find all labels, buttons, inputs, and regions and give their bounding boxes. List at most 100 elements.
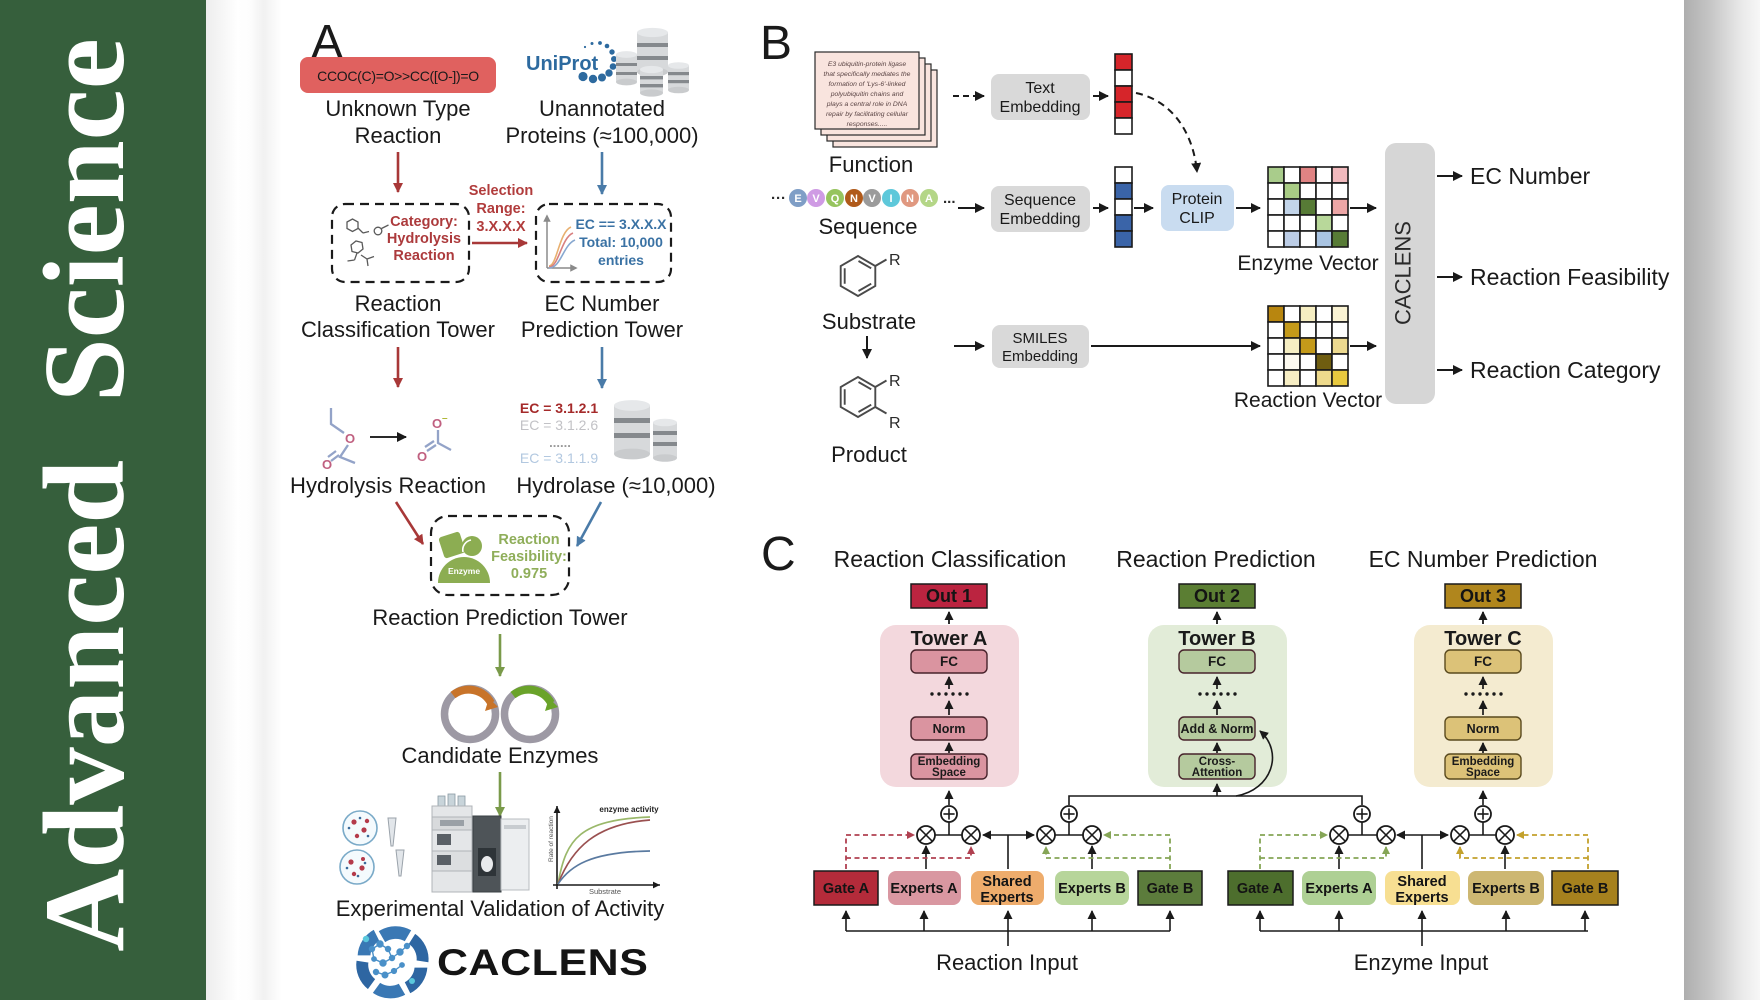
svg-text:–: – xyxy=(442,413,448,424)
svg-text:Cross-: Cross- xyxy=(1199,756,1236,768)
svg-text:Experimental Validation of Act: Experimental Validation of Activity xyxy=(336,896,665,921)
svg-text:Tower A: Tower A xyxy=(911,628,988,650)
svg-text:V: V xyxy=(812,193,820,205)
svg-text:Reaction: Reaction xyxy=(355,291,442,316)
svg-text:Norm: Norm xyxy=(1467,722,1500,736)
svg-text:Attention: Attention xyxy=(1192,767,1242,779)
svg-text:Protein: Protein xyxy=(1172,191,1223,208)
svg-text:formation of 'Lys-6'-linked: formation of 'Lys-6'-linked xyxy=(829,81,906,88)
svg-text:3.X.X.X: 3.X.X.X xyxy=(476,219,525,235)
svg-text:that specifically mediates the: that specifically mediates the xyxy=(824,71,911,78)
svg-text:···: ··· xyxy=(771,190,786,207)
svg-text:Out 3: Out 3 xyxy=(1460,586,1506,606)
svg-text:Reaction Feasibility: Reaction Feasibility xyxy=(1470,264,1670,290)
svg-text:Experts B: Experts B xyxy=(1058,881,1126,897)
svg-text:I: I xyxy=(889,193,892,205)
svg-text:Reaction Category: Reaction Category xyxy=(1470,357,1661,383)
svg-text:Tower B: Tower B xyxy=(1178,628,1255,650)
svg-text:Enzyme Input: Enzyme Input xyxy=(1354,950,1489,975)
svg-text:Sequence: Sequence xyxy=(818,214,917,239)
svg-text:Hydrolysis Reaction: Hydrolysis Reaction xyxy=(290,473,486,498)
svg-text:CCOC(C)=O>>CC([O-])=O: CCOC(C)=O>>CC([O-])=O xyxy=(317,68,479,84)
svg-text:Reaction Input: Reaction Input xyxy=(936,950,1078,975)
svg-text:EC Number: EC Number xyxy=(1470,163,1590,189)
svg-text:Prediction Tower: Prediction Tower xyxy=(521,317,683,342)
svg-text:Substrate: Substrate xyxy=(822,309,916,334)
svg-text:CLIP: CLIP xyxy=(1179,210,1215,227)
svg-text:Gate B: Gate B xyxy=(1147,881,1194,897)
svg-text:O: O xyxy=(345,431,355,446)
svg-text:Product: Product xyxy=(831,442,907,467)
svg-text:Candidate Enzymes: Candidate Enzymes xyxy=(402,743,599,768)
svg-text:O: O xyxy=(417,449,427,464)
svg-text:Reaction Vector: Reaction Vector xyxy=(1234,389,1382,412)
svg-text:Rate of reaction: Rate of reaction xyxy=(548,816,555,862)
svg-text:Out 2: Out 2 xyxy=(1194,586,1240,606)
svg-text:Unannotated: Unannotated xyxy=(539,96,665,121)
svg-text:Unknown Type: Unknown Type xyxy=(325,96,470,121)
svg-text:Norm: Norm xyxy=(933,722,966,736)
svg-text:FC: FC xyxy=(1474,654,1492,669)
svg-text:Space: Space xyxy=(1466,767,1500,779)
svg-text:Gate A: Gate A xyxy=(1237,881,1284,897)
svg-text:Shared: Shared xyxy=(1397,874,1446,890)
svg-text:Shared: Shared xyxy=(982,874,1031,890)
svg-text:Category:: Category: xyxy=(390,214,458,230)
svg-text:Sequence: Sequence xyxy=(1004,192,1076,209)
svg-text:Embedding: Embedding xyxy=(1000,211,1081,228)
svg-text:O: O xyxy=(432,416,442,431)
svg-text:N: N xyxy=(850,193,858,205)
svg-text:Proteins (≈100,000): Proteins (≈100,000) xyxy=(505,123,698,148)
svg-text:plays a central role in DNA: plays a central role in DNA xyxy=(826,101,908,108)
svg-text:C: C xyxy=(761,528,796,581)
svg-text:Substrate: Substrate xyxy=(589,887,621,896)
svg-text:Add & Norm: Add & Norm xyxy=(1181,722,1254,736)
svg-text:R: R xyxy=(889,252,901,269)
svg-text:Experts B: Experts B xyxy=(1472,881,1540,897)
svg-text:Experts A: Experts A xyxy=(890,881,958,897)
svg-text:Experts: Experts xyxy=(980,890,1033,906)
svg-text:Embedding: Embedding xyxy=(1000,99,1081,116)
svg-text:Range:: Range: xyxy=(476,201,525,217)
svg-text:Enzyme: Enzyme xyxy=(448,566,480,576)
svg-text:enzyme activity: enzyme activity xyxy=(599,805,659,814)
svg-text:Experts A: Experts A xyxy=(1305,881,1373,897)
svg-text:FC: FC xyxy=(940,654,958,669)
svg-text:repair by facilitating cellula: repair by facilitating cellular xyxy=(826,111,909,118)
svg-text:E: E xyxy=(794,193,801,205)
svg-text:EC = 3.1.2.1: EC = 3.1.2.1 xyxy=(520,400,598,416)
svg-text:FC: FC xyxy=(1208,654,1226,669)
svg-text:Total: 10,000: Total: 10,000 xyxy=(579,234,663,250)
svg-text:N: N xyxy=(906,193,914,205)
svg-text:E3 ubiquitin-protein ligase: E3 ubiquitin-protein ligase xyxy=(828,61,906,68)
svg-text:Text: Text xyxy=(1025,80,1055,97)
svg-text:A: A xyxy=(925,193,933,205)
svg-text:entries: entries xyxy=(598,252,644,268)
svg-text:Embedding: Embedding xyxy=(918,756,981,768)
svg-text:Embedding: Embedding xyxy=(1002,348,1078,365)
svg-text:Selection: Selection xyxy=(469,183,533,199)
svg-text:SMILES: SMILES xyxy=(1012,330,1067,347)
svg-text:Reaction: Reaction xyxy=(355,123,442,148)
svg-text:EC == 3.X.X.X: EC == 3.X.X.X xyxy=(575,216,667,232)
svg-text:Experts: Experts xyxy=(1395,890,1448,906)
svg-text:EC = 3.1.1.9: EC = 3.1.1.9 xyxy=(520,450,598,466)
svg-text:Space: Space xyxy=(932,767,966,779)
svg-text:Reaction: Reaction xyxy=(498,532,559,548)
svg-text:Enzyme Vector: Enzyme Vector xyxy=(1237,252,1378,275)
svg-text:Embedding: Embedding xyxy=(1452,756,1515,768)
svg-text:V: V xyxy=(868,193,876,205)
svg-text:Reaction Prediction Tower: Reaction Prediction Tower xyxy=(372,605,627,630)
svg-text:Q: Q xyxy=(831,193,840,205)
svg-text:Hydrolase (≈10,000): Hydrolase (≈10,000) xyxy=(516,473,715,498)
svg-text:Classification Tower: Classification Tower xyxy=(301,317,495,342)
svg-text:O: O xyxy=(322,457,332,472)
svg-text:Out 1: Out 1 xyxy=(926,586,972,606)
svg-text:Reaction Classification: Reaction Classification xyxy=(834,546,1067,572)
svg-text:EC Number Prediction: EC Number Prediction xyxy=(1369,546,1598,572)
svg-text:Feasibility:: Feasibility: xyxy=(491,549,567,565)
svg-text:Reaction Prediction: Reaction Prediction xyxy=(1116,546,1315,572)
svg-text:UniProt: UniProt xyxy=(526,53,599,75)
svg-text:Function: Function xyxy=(829,152,913,177)
svg-text:Reaction: Reaction xyxy=(393,248,454,264)
